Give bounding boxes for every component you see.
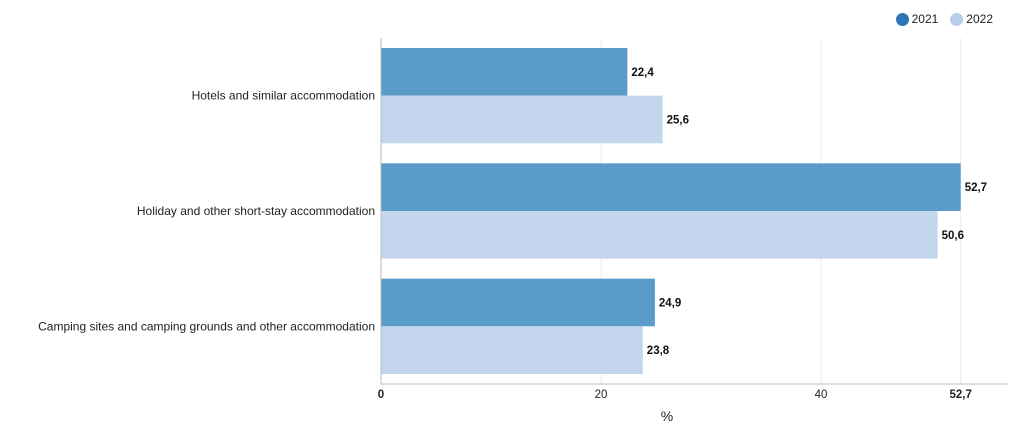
bar-2021-0[interactable]	[381, 48, 628, 96]
data-label-2021-2: 24,9	[659, 298, 681, 310]
data-label-2022-0: 25,6	[667, 115, 689, 127]
x-tick-label-0: 0	[378, 389, 384, 401]
data-label-2022-2: 23,8	[647, 345, 670, 357]
x-axis-title: %	[661, 408, 673, 424]
legend-label-2021: 2021	[911, 12, 939, 26]
legend-swatch-2021	[895, 12, 909, 26]
data-label-2021-1: 52,7	[965, 182, 987, 194]
category-label-2: Camping sites and camping grounds and ot…	[38, 319, 375, 333]
legend-item-2022[interactable]: 2022	[950, 12, 993, 26]
x-tick-label-1: 20	[595, 389, 608, 401]
bar-2022-1[interactable]	[381, 211, 938, 259]
category-label-1: Holiday and other short-stay accommodati…	[137, 204, 375, 218]
legend-item-2021[interactable]: 2021	[895, 12, 939, 26]
bar-2021-2[interactable]	[381, 278, 655, 327]
chart-legend: 2021 2022	[895, 12, 993, 26]
legend-swatch-2022	[950, 12, 964, 26]
x-tick-label-3: 52,7	[950, 389, 972, 401]
data-label-2022-1: 50,6	[942, 230, 964, 242]
category-label-0: Hotels and similar accommodation	[192, 89, 375, 103]
bar-2022-0[interactable]	[381, 95, 663, 144]
data-label-2021-0: 22,4	[631, 67, 654, 79]
x-tick-label-2: 40	[815, 389, 828, 401]
legend-label-2022: 2022	[966, 12, 993, 26]
bar-2021-1[interactable]	[381, 163, 961, 211]
bar-2022-2[interactable]	[381, 326, 643, 374]
